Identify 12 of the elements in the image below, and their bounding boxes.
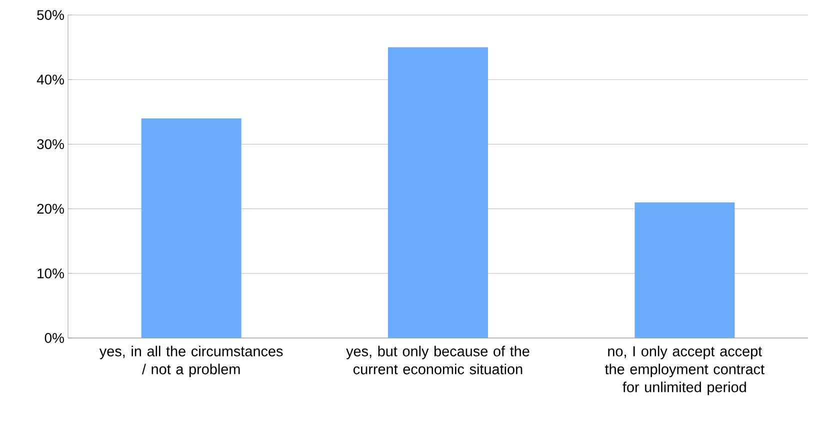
y-tick-label: 50% — [37, 10, 64, 20]
bar — [141, 118, 242, 338]
bar — [634, 202, 735, 338]
bar — [388, 47, 488, 338]
y-tick-label: 40% — [36, 74, 64, 85]
x-tick-label: yes, in all the circumstances / not a problem — [99, 346, 283, 378]
x-tick-label: no, I only accept accept the employment contract for unlimited period — [605, 346, 764, 396]
y-tick-label: 30% — [37, 139, 64, 150]
y-tick-label: 0% — [44, 333, 64, 343]
x-tick-label: yes, but only because of the current economic situation — [346, 346, 530, 374]
y-tick-label: 10% — [38, 268, 64, 278]
y-tick-label: 20% — [37, 204, 64, 214]
